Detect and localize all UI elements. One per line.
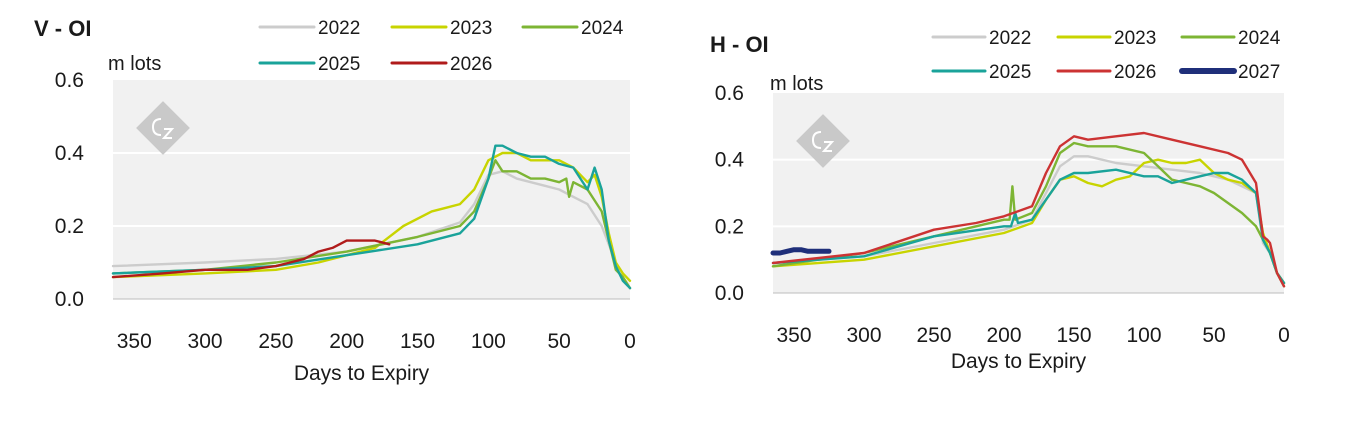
- x-tick-label: 100: [471, 330, 506, 353]
- cz-logo-icon: [136, 101, 190, 155]
- cz-logo-mark: [811, 131, 822, 149]
- x-tick-label: 150: [400, 330, 435, 353]
- legend-label-2025: 2025: [989, 62, 1031, 83]
- x-tick-label: 150: [1056, 324, 1091, 347]
- y-tick-label: 0.2: [715, 215, 744, 238]
- legend: 2022 2023 2024 2025 2026 2027: [931, 28, 1281, 83]
- x-tick-label: 250: [258, 330, 293, 353]
- legend-label-2027: 2027: [1238, 62, 1280, 83]
- x-axis-label: Days to Expiry: [294, 362, 430, 385]
- x-tick-label: 200: [986, 324, 1021, 347]
- x-tick-label: 300: [846, 324, 881, 347]
- legend-label-2024: 2024: [1238, 28, 1281, 49]
- y-tick-label: 0.4: [715, 149, 745, 172]
- y-axis-label: m lots: [770, 73, 823, 95]
- legend-label-2022: 2022: [989, 28, 1031, 49]
- x-tick-label: 50: [547, 330, 570, 353]
- chart-h-oi: 0.0 0.2 0.4 0.6 350 300 250 200 150 100 50 0 H - OIm…: [710, 28, 1290, 373]
- cz-logo-mark: [161, 128, 175, 139]
- x-tick-label: 350: [776, 324, 811, 347]
- y-tick-label: 0.4: [55, 142, 85, 165]
- series-line-2026: [111, 239, 391, 279]
- chart-title: V - OI: [34, 16, 91, 41]
- x-tick-label: 0: [624, 330, 636, 353]
- x-tick-label: 300: [188, 330, 223, 353]
- legend: 2022 2023 2024 2025 2026: [258, 18, 624, 75]
- x-axis-label: Days to Expiry: [951, 350, 1087, 373]
- x-tick-label: 100: [1126, 324, 1161, 347]
- cz-logo-mark: [151, 118, 162, 136]
- x-tick-label: 200: [329, 330, 364, 353]
- y-tick-label: 0.6: [715, 82, 744, 105]
- x-tick-label: 50: [1202, 324, 1225, 347]
- legend-label-2024: 2024: [581, 18, 624, 39]
- legend-label-2023: 2023: [450, 18, 492, 39]
- y-tick-label: 0.2: [55, 215, 84, 238]
- plot-area: [113, 80, 630, 299]
- series-line-2026: [771, 131, 1286, 288]
- x-tick-label: 250: [916, 324, 951, 347]
- plot-area: [773, 93, 1284, 293]
- x-tick-label: 0: [1278, 324, 1290, 347]
- legend-label-2026: 2026: [1114, 62, 1156, 83]
- cz-logo-diamond: [136, 101, 190, 155]
- chart-v-oi: 0.0 0.2 0.4 0.6 350 300 250 200 150 100 50 0 V - OI m…: [34, 16, 636, 385]
- legend-label-2026: 2026: [450, 54, 492, 75]
- legend-label-2025: 2025: [318, 54, 360, 75]
- series-line-2025: [771, 168, 1286, 285]
- y-tick-label: 0.0: [715, 282, 744, 305]
- series-line-2027: [770, 247, 832, 256]
- legend-label-2022: 2022: [318, 18, 360, 39]
- series-line-2024: [111, 159, 632, 290]
- y-tick-label: 0.6: [55, 69, 84, 92]
- y-axis-label: m lots: [108, 53, 161, 75]
- chart-title: H - OI: [710, 32, 769, 57]
- cz-logo-mark: [821, 141, 835, 152]
- y-tick-label: 0.0: [55, 288, 84, 311]
- legend-label-2023: 2023: [1114, 28, 1156, 49]
- x-tick-label: 350: [117, 330, 152, 353]
- series-line-2025: [111, 144, 632, 290]
